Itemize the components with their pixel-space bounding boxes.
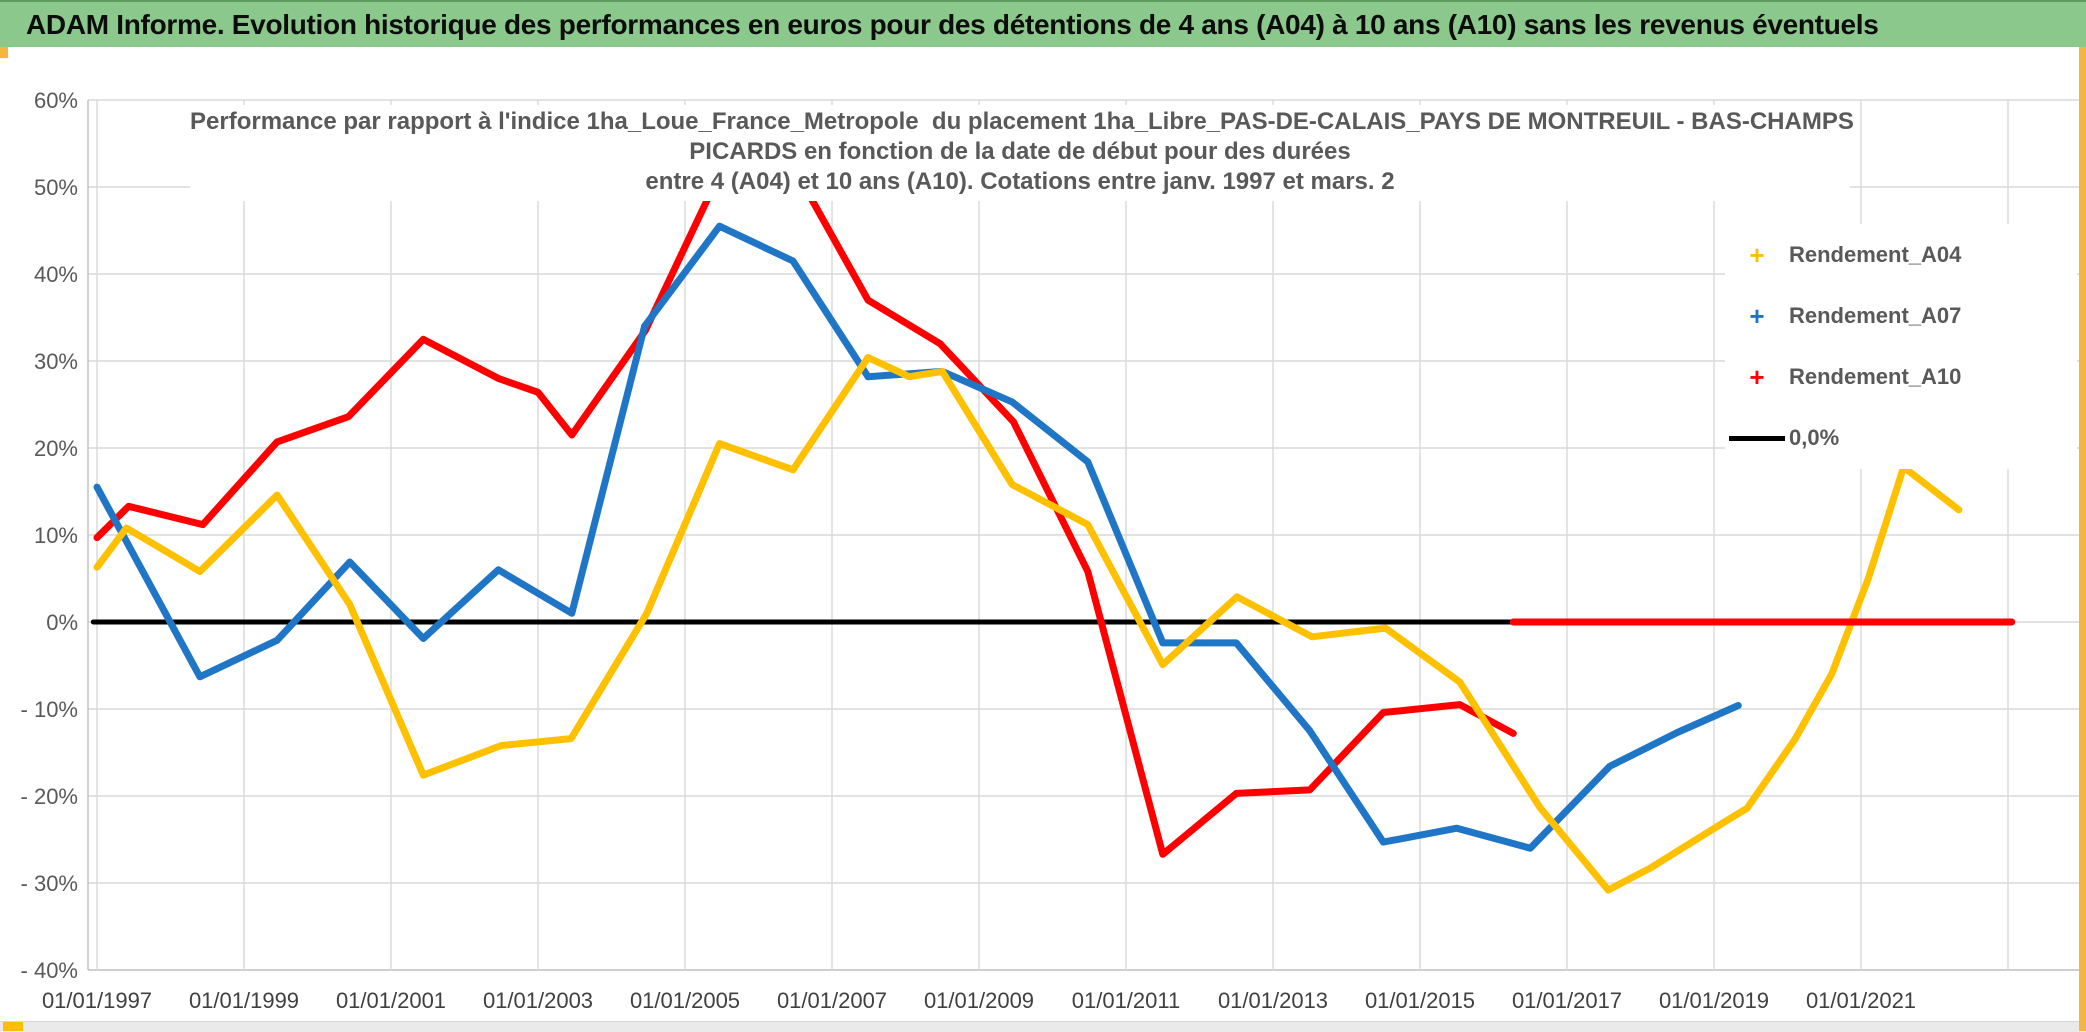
legend-item[interactable]: + Rendement_A04: [1725, 229, 2077, 281]
svg-text:01/01/2009: 01/01/2009: [924, 988, 1034, 1013]
svg-text:10%: 10%: [34, 523, 78, 548]
chart-legend: + Rendement_A04 + Rendement_A07 + Rendem…: [1725, 224, 2077, 469]
svg-text:01/01/2017: 01/01/2017: [1512, 988, 1622, 1013]
svg-text:01/01/2007: 01/01/2007: [777, 988, 887, 1013]
legend-item[interactable]: 0,0%: [1725, 412, 2077, 464]
legend-label: 0,0%: [1789, 425, 1840, 451]
svg-text:01/01/2015: 01/01/2015: [1365, 988, 1475, 1013]
app-title: ADAM Informe. Evolution historique des p…: [26, 8, 1879, 40]
chart-title: Performance par rapport à l'indice 1ha_L…: [190, 105, 1854, 201]
svg-text:01/01/2005: 01/01/2005: [630, 988, 740, 1013]
svg-text:01/01/2003: 01/01/2003: [483, 988, 593, 1013]
chart-title-line-1: Performance par rapport à l'indice 1ha_L…: [190, 108, 1854, 135]
plus-marker-icon: +: [1749, 300, 1765, 331]
svg-text:01/01/1999: 01/01/1999: [189, 988, 299, 1013]
chart-container: 60% 50% 40% 30% 20% 10% 0% - 10% - 20% - 30% - 40%…: [0, 47, 2079, 1021]
svg-text:0%: 0%: [46, 610, 78, 635]
svg-text:- 40%: - 40%: [21, 958, 78, 983]
legend-item[interactable]: + Rendement_A07: [1725, 290, 2077, 342]
left-accent-strip: [0, 47, 8, 58]
svg-text:01/01/2019: 01/01/2019: [1659, 988, 1769, 1013]
svg-text:- 10%: - 10%: [21, 697, 78, 722]
svg-text:01/01/2013: 01/01/2013: [1218, 988, 1328, 1013]
svg-text:- 20%: - 20%: [21, 784, 78, 809]
svg-text:01/01/2001: 01/01/2001: [336, 988, 446, 1013]
svg-text:01/01/1997: 01/01/1997: [42, 988, 152, 1013]
chart-title-line-2: PICARDS en fonction de la date de début …: [689, 138, 1351, 165]
legend-label: Rendement_A04: [1789, 241, 1962, 267]
legend-label: Rendement_A10: [1789, 364, 1962, 390]
svg-text:01/01/2021: 01/01/2021: [1806, 988, 1916, 1013]
zero-line-swatch-icon: [1729, 435, 1785, 441]
plus-marker-icon: +: [1749, 239, 1765, 270]
svg-text:20%: 20%: [34, 436, 78, 461]
svg-text:01/01/2011: 01/01/2011: [1072, 988, 1180, 1013]
svg-text:30%: 30%: [34, 349, 78, 374]
svg-text:50%: 50%: [34, 175, 78, 200]
svg-text:- 30%: - 30%: [21, 871, 78, 896]
legend-label: Rendement_A07: [1789, 302, 1962, 328]
plus-marker-icon: +: [1749, 362, 1765, 393]
legend-item[interactable]: + Rendement_A10: [1725, 351, 2077, 403]
right-accent-strip: [2079, 47, 2086, 1031]
svg-text:60%: 60%: [34, 88, 78, 113]
chart-title-line-3: entre 4 (A04) et 10 ans (A10). Cotations…: [645, 168, 1395, 195]
svg-text:40%: 40%: [34, 262, 78, 287]
bottom-left-accent-square: [3, 1022, 23, 1031]
bottom-status-strip: [0, 1021, 2086, 1032]
window-title-bar: ADAM Informe. Evolution historique des p…: [0, 0, 2086, 47]
